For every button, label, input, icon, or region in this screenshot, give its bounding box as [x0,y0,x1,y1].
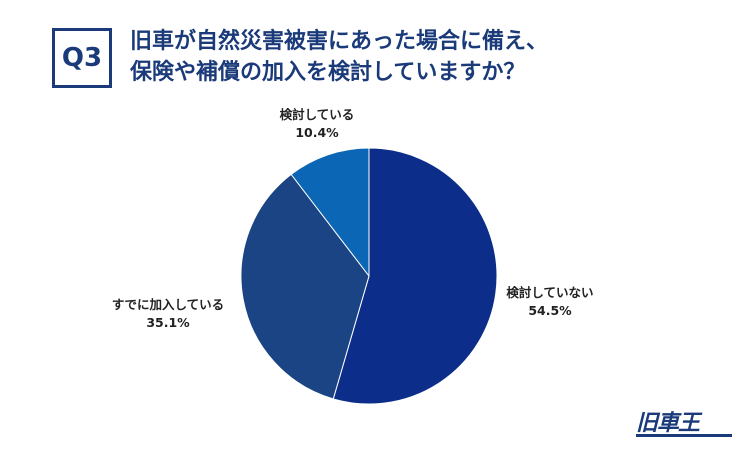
slice-label-already-enrolled: すでに加入している 35.1% [98,296,238,332]
slice-label-considering: 検討している 10.4% [262,106,372,142]
pie-slice-considering [290,147,370,278]
slice-label-considering-name: 検討している [279,107,355,122]
slice-label-not-considering-value: 54.5% [528,303,572,318]
question-number-badge: Q3 [52,28,112,88]
slice-label-not-considering-name: 検討していない [506,285,594,300]
question-title-line-1: 旧車が自然災害被害にあった場合に備え、 [130,29,549,54]
slice-label-already-enrolled-name: すでに加入している [111,297,225,312]
question-title-line-2: 保険や補償の加入を検討していますか？ [130,60,526,85]
question-title: 旧車が自然災害被害にあった場合に備え、 保険や補償の加入を検討していますか？ [130,26,730,88]
pie-slice-not-considering [332,147,498,405]
question-number: Q3 [61,43,103,73]
pie-slice-already-enrolled [240,173,370,400]
slice-label-already-enrolled-value: 35.1% [146,315,190,330]
brand-logo: 旧車王 [636,411,732,437]
slice-label-considering-value: 10.4% [295,125,339,140]
slice-label-not-considering: 検討していない 54.5% [492,284,608,320]
